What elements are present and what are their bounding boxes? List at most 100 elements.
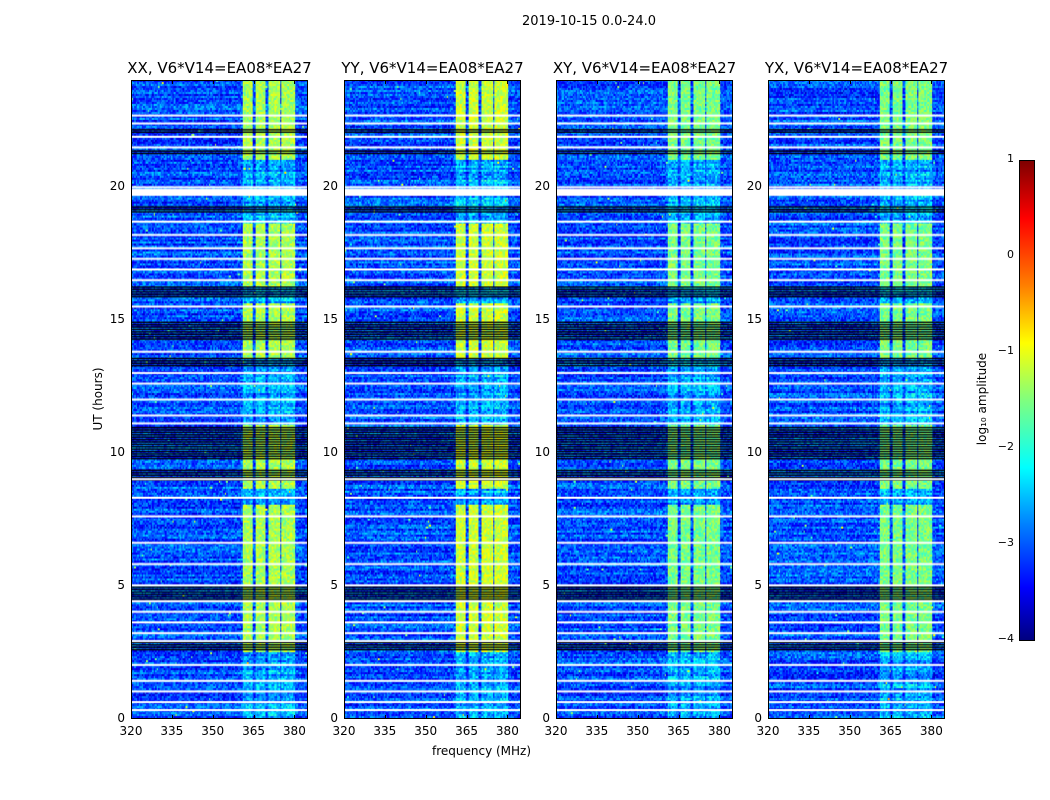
y-tick-label: 0 (330, 711, 338, 725)
x-tick-label: 320 (756, 724, 780, 738)
x-tick-mark (466, 80, 468, 84)
y-tick-label: 10 (534, 444, 550, 459)
panel-title: XX, V6*V14=EA08*EA27 (127, 59, 312, 77)
spectrogram-heatmap (557, 81, 732, 718)
spectrogram-panel (768, 80, 945, 719)
x-tick-mark (507, 715, 509, 719)
colorbar (1019, 160, 1035, 641)
x-tick-mark (344, 80, 345, 84)
x-tick-mark (808, 715, 810, 719)
spectrogram-panel (131, 80, 308, 719)
spectrogram-panel (344, 80, 521, 719)
x-tick-mark (678, 715, 680, 719)
x-tick-mark (344, 715, 345, 719)
x-tick-label: 320 (119, 724, 143, 738)
x-tick-mark (131, 80, 132, 84)
x-tick-label: 380 (707, 724, 731, 738)
x-tick-mark (637, 715, 639, 719)
x-tick-mark (849, 80, 851, 84)
x-tick-mark (719, 80, 721, 84)
x-tick-mark (719, 715, 721, 719)
x-tick-mark (171, 715, 173, 719)
x-tick-mark (596, 715, 598, 719)
y-tick-label: 0 (117, 711, 125, 725)
x-tick-label: 380 (282, 724, 306, 738)
x-tick-label: 350 (414, 724, 438, 738)
y-tick-label: 20 (746, 178, 762, 193)
x-tick-label: 320 (544, 724, 568, 738)
y-tick-label: 15 (322, 311, 338, 326)
x-tick-mark (294, 80, 296, 84)
x-tick-label: 350 (626, 724, 650, 738)
colorbar-tick-label: −2 (997, 440, 1014, 453)
x-tick-mark (678, 80, 680, 84)
y-tick-label: 10 (322, 444, 338, 459)
x-tick-mark (425, 715, 427, 719)
y-tick-label: 0 (754, 711, 762, 725)
x-tick-mark (212, 80, 214, 84)
spectrogram-heatmap (132, 81, 307, 718)
y-tick-label: 10 (109, 444, 125, 459)
y-tick-label: 10 (746, 444, 762, 459)
y-tick-label: 5 (117, 577, 125, 592)
spectrogram-heatmap (769, 81, 944, 718)
y-axis-label: UT (hours) (91, 367, 105, 431)
x-tick-label: 350 (838, 724, 862, 738)
x-tick-label: 365 (242, 724, 265, 738)
x-tick-mark (507, 80, 509, 84)
x-tick-mark (466, 715, 468, 719)
spectrogram-panel (556, 80, 733, 719)
x-tick-label: 335 (585, 724, 609, 738)
x-tick-mark (253, 715, 255, 719)
x-tick-mark (890, 80, 892, 84)
x-tick-mark (171, 80, 173, 84)
x-tick-mark (931, 715, 933, 719)
y-tick-label: 5 (542, 577, 550, 592)
x-tick-label: 380 (495, 724, 519, 738)
x-tick-label: 335 (797, 724, 821, 738)
x-tick-mark (931, 80, 933, 84)
x-tick-mark (768, 715, 769, 719)
y-tick-label: 5 (754, 577, 762, 592)
colorbar-tick-label: −4 (997, 632, 1014, 645)
colorbar-tick-label: −1 (997, 344, 1014, 357)
x-tick-mark (212, 715, 214, 719)
y-tick-label: 15 (534, 311, 550, 326)
x-tick-label: 380 (919, 724, 943, 738)
y-tick-label: 20 (109, 178, 125, 193)
x-tick-mark (556, 715, 557, 719)
x-tick-mark (384, 715, 386, 719)
x-tick-label: 365 (455, 724, 478, 738)
colorbar-tick-label: −3 (997, 536, 1014, 549)
x-tick-mark (849, 715, 851, 719)
x-tick-label: 320 (332, 724, 356, 738)
panel-title: XY, V6*V14=EA08*EA27 (552, 59, 737, 77)
x-tick-label: 365 (667, 724, 690, 738)
y-tick-label: 20 (322, 178, 338, 193)
x-tick-mark (384, 80, 386, 84)
y-tick-label: 20 (534, 178, 550, 193)
x-tick-mark (768, 80, 769, 84)
figure-title: 2019-10-15 0.0-24.0 (522, 14, 656, 29)
y-tick-label: 5 (330, 577, 338, 592)
y-tick-label: 15 (746, 311, 762, 326)
spectrogram-heatmap (345, 81, 520, 718)
colorbar-tick-label: 1 (1007, 152, 1014, 165)
x-tick-mark (253, 80, 255, 84)
x-tick-label: 350 (201, 724, 225, 738)
x-tick-label: 335 (160, 724, 184, 738)
y-tick-label: 0 (542, 711, 550, 725)
x-tick-label: 365 (879, 724, 902, 738)
colorbar-tick-label: 0 (1007, 248, 1014, 261)
x-tick-mark (890, 715, 892, 719)
x-tick-mark (556, 80, 557, 84)
panel-title: YY, V6*V14=EA08*EA27 (341, 59, 524, 77)
x-tick-mark (131, 715, 132, 719)
colorbar-label: log₁₀ amplitude (975, 352, 989, 446)
x-tick-mark (294, 715, 296, 719)
x-axis-label: frequency (MHz) (432, 744, 532, 758)
x-tick-label: 335 (373, 724, 397, 738)
y-tick-label: 15 (109, 311, 125, 326)
x-tick-mark (425, 80, 427, 84)
x-tick-mark (637, 80, 639, 84)
